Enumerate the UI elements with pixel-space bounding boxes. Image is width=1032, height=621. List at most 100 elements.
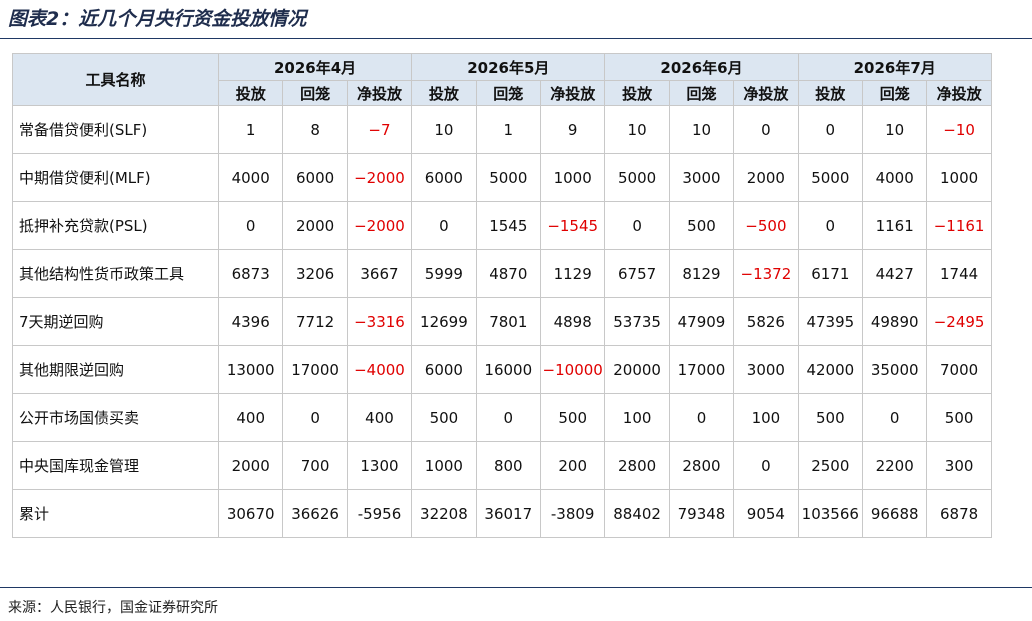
cell: 88402 [604, 489, 670, 538]
month-header: 2026年4月 [217, 53, 413, 81]
cell: 1161 [861, 201, 928, 250]
cell: 1129 [539, 249, 606, 298]
cell: 1 [217, 105, 284, 154]
cell: 1300 [346, 441, 413, 490]
row-name: 7天期逆回购 [12, 297, 219, 346]
subheader-cell: 净投放 [346, 80, 413, 106]
cell: 4000 [861, 153, 928, 202]
cell: 5000 [797, 153, 864, 202]
cell: 8129 [668, 249, 735, 298]
cell: 5999 [411, 249, 477, 298]
cell: 53735 [604, 297, 670, 346]
cell: 4898 [539, 297, 606, 346]
table-row: 其他期限逆回购 13000 17000 −4000 6000 16000 −10000 200… [12, 345, 992, 394]
cell: 1545 [475, 201, 541, 250]
cell: 32208 [411, 489, 477, 538]
cell: 500 [668, 201, 735, 250]
cell: −2000 [346, 153, 413, 202]
cell: −1545 [539, 201, 606, 250]
cell: 1000 [411, 441, 477, 490]
table-row: 抵押补充贷款(PSL) 0 2000 −2000 0 1545 −1545 0 500 −500 0… [12, 201, 992, 250]
cell: 6000 [411, 345, 477, 394]
subheader-cell: 投放 [411, 80, 477, 106]
cell: 2500 [797, 441, 864, 490]
cell: 2800 [604, 441, 670, 490]
row-name: 中期借贷便利(MLF) [12, 153, 219, 202]
table-row: 公开市场国债买卖 400 0 400 500 0 500 100 0 100 500 0 500 [12, 393, 992, 442]
cell: 9054 [733, 489, 799, 538]
cell: 0 [668, 393, 735, 442]
cell: 1000 [539, 153, 606, 202]
subheader-cell: 回笼 [282, 80, 348, 106]
cell: −3316 [346, 297, 413, 346]
cell: 103566 [797, 489, 864, 538]
cell: 1 [475, 105, 541, 154]
cell: 0 [733, 105, 799, 154]
cell: 0 [733, 441, 799, 490]
table-row: 累计 30670 36626 -5956 32208 36017 -3809 88402 793… [12, 489, 992, 538]
cell: 17000 [668, 345, 735, 394]
cell: 2800 [668, 441, 735, 490]
cell: −2495 [926, 297, 992, 346]
row-name: 中央国库现金管理 [12, 441, 219, 490]
cell: 500 [926, 393, 992, 442]
cell: 79348 [668, 489, 735, 538]
cell: −7 [346, 105, 413, 154]
cell: 6000 [411, 153, 477, 202]
subheader-cell: 回笼 [475, 80, 541, 106]
cell: 1744 [926, 249, 992, 298]
cell: 7000 [926, 345, 992, 394]
table: 工具名称 2026年4月 2026年5月 2026年6月 2026年7月 投放 回笼 净投放投… [12, 53, 992, 538]
cell: 6873 [217, 249, 284, 298]
cell: 10 [604, 105, 670, 154]
cell: 0 [217, 201, 284, 250]
cell: 200 [539, 441, 606, 490]
source: 来源：人民银行，国金证券研究所 [8, 600, 218, 616]
row-name: 常备借贷便利(SLF) [12, 105, 219, 154]
cell: 8 [282, 105, 348, 154]
cell: 0 [282, 393, 348, 442]
cell: 10 [411, 105, 477, 154]
cell: 700 [282, 441, 348, 490]
cell: 4396 [217, 297, 284, 346]
cell: 4000 [217, 153, 284, 202]
cell: 2000 [217, 441, 284, 490]
month-header: 2026年7月 [797, 53, 992, 81]
row-name: 其他结构性货币政策工具 [12, 249, 219, 298]
subheader-cell: 投放 [217, 80, 284, 106]
cell: −10000 [539, 345, 606, 394]
header-cell: 工具名称 [12, 53, 219, 106]
cell: 20000 [604, 345, 670, 394]
header-row: 工具名称 2026年4月 2026年5月 2026年6月 2026年7月 [12, 53, 992, 106]
cell: 800 [475, 441, 541, 490]
table-row: 7天期逆回购 4396 7712 −3316 12699 7801 4898 53735 479… [12, 297, 992, 346]
cell: 10 [668, 105, 735, 154]
cell: 49890 [861, 297, 928, 346]
cell: −500 [733, 201, 799, 250]
cell: −2000 [346, 201, 413, 250]
cell: 9 [539, 105, 606, 154]
rule [0, 587, 1032, 588]
cell: 47395 [797, 297, 864, 346]
month-header: 2026年5月 [411, 53, 606, 81]
cell: 36626 [282, 489, 348, 538]
table-row: 其他结构性货币政策工具 6873 3206 3667 5999 4870 1129 6757 8… [12, 249, 992, 298]
cell: −1161 [926, 201, 992, 250]
cell: 5826 [733, 297, 799, 346]
row-name: 公开市场国债买卖 [12, 393, 219, 442]
cell: 0 [604, 201, 670, 250]
cell: −10 [926, 105, 992, 154]
subheader-cell: 回笼 [668, 80, 735, 106]
cell: 2000 [282, 201, 348, 250]
cell: 3000 [668, 153, 735, 202]
cell: 10 [861, 105, 928, 154]
table-row: 中央国库现金管理 2000 700 1300 1000 800 200 2800 2800 0 25… [12, 441, 992, 490]
cell: 400 [346, 393, 413, 442]
row-name: 抵押补充贷款(PSL) [12, 201, 219, 250]
cell: 36017 [475, 489, 541, 538]
cell: -5956 [346, 489, 413, 538]
cell: -3809 [539, 489, 606, 538]
rule [0, 38, 1032, 39]
cell: 6000 [282, 153, 348, 202]
cell: 16000 [475, 345, 541, 394]
